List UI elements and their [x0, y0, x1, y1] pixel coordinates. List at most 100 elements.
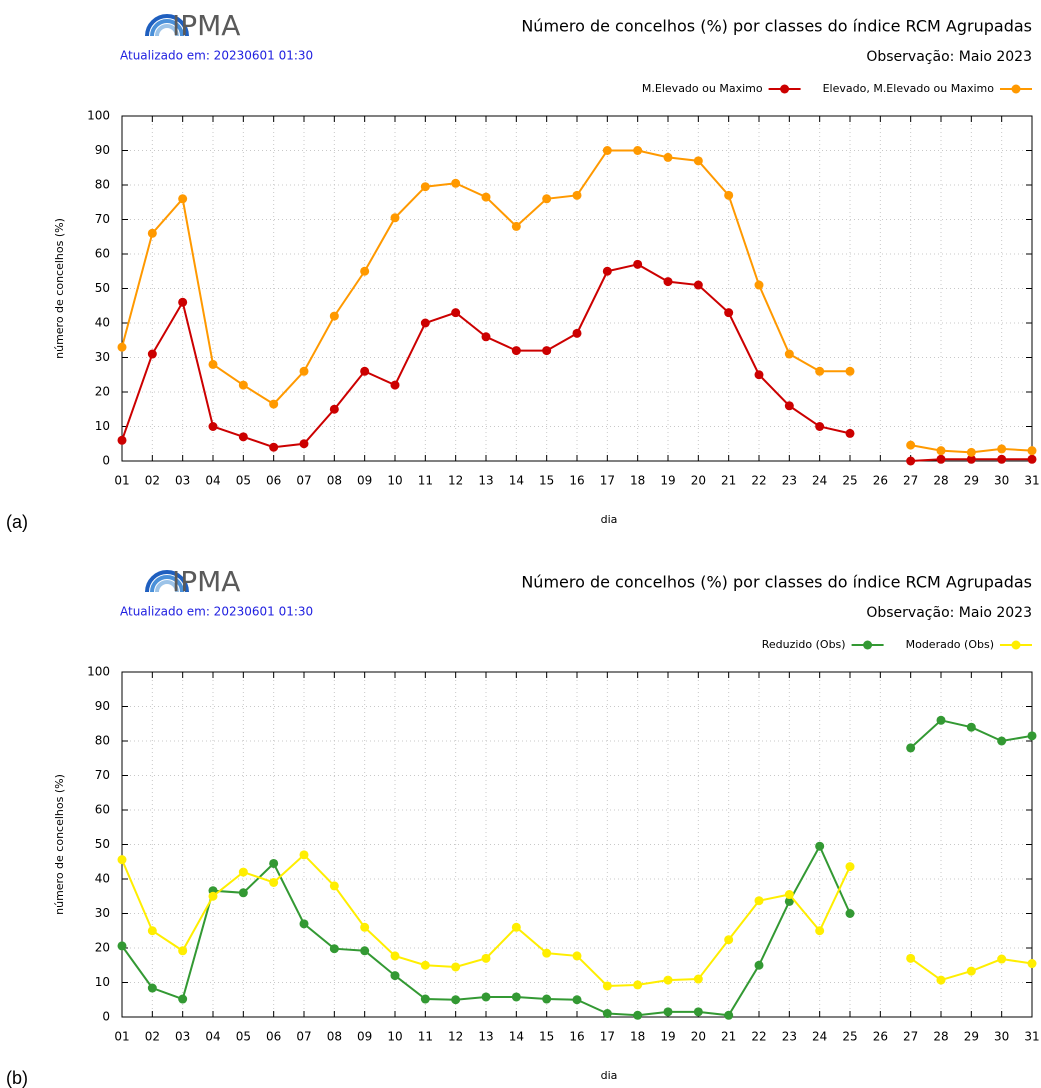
x-tick-label: 18 — [630, 474, 645, 488]
data-point — [269, 399, 279, 409]
data-point — [966, 722, 976, 732]
y-tick-label: 90 — [95, 699, 110, 713]
data-point — [360, 266, 370, 276]
data-point — [997, 454, 1007, 464]
x-tick-label: 19 — [660, 1030, 675, 1044]
y-tick-label: 90 — [95, 143, 110, 157]
data-point — [724, 935, 734, 945]
x-axis-label: dia — [601, 1069, 618, 1082]
x-tick-label: 17 — [600, 474, 615, 488]
x-tick-label: 06 — [266, 1030, 281, 1044]
x-tick-label: 03 — [175, 1030, 190, 1044]
data-point — [602, 266, 612, 276]
data-point — [208, 891, 218, 901]
x-tick-label: 04 — [205, 474, 220, 488]
data-point — [724, 308, 734, 318]
logo-arc — [155, 580, 179, 593]
x-tick-label: 19 — [660, 474, 675, 488]
data-point — [906, 743, 916, 753]
x-tick-label: 30 — [994, 474, 1009, 488]
data-point — [208, 422, 218, 431]
data-point — [238, 867, 248, 877]
chart-subtitle: Observação: Maio 2023 — [866, 605, 1032, 621]
x-tick-label: 15 — [539, 474, 554, 488]
x-tick-label: 28 — [933, 474, 948, 488]
data-point — [602, 146, 612, 155]
x-tick-label: 04 — [205, 1030, 220, 1044]
data-point — [936, 975, 946, 985]
logo-arc — [150, 19, 184, 37]
x-tick-label: 08 — [327, 474, 342, 488]
x-tick-label: 12 — [448, 1030, 463, 1044]
x-tick-label: 01 — [114, 1030, 129, 1044]
x-tick-label: 07 — [296, 474, 311, 488]
data-point — [1027, 731, 1037, 741]
x-tick-label: 12 — [448, 474, 463, 488]
y-tick-label: 20 — [95, 941, 110, 955]
data-point — [299, 366, 309, 376]
data-point — [299, 439, 309, 449]
y-tick-label: 10 — [95, 975, 110, 989]
logo-arc — [145, 570, 189, 593]
data-point — [966, 447, 976, 457]
y-tick-label: 50 — [95, 837, 110, 851]
x-tick-label: 20 — [691, 474, 706, 488]
y-tick-label: 0 — [102, 1010, 110, 1024]
data-point — [269, 442, 279, 452]
data-point — [906, 440, 916, 450]
data-point — [542, 948, 552, 958]
legend-point — [863, 640, 873, 650]
data-point — [633, 1010, 643, 1020]
data-point — [238, 432, 248, 442]
data-point — [997, 444, 1007, 454]
y-tick-label: 60 — [95, 247, 110, 261]
data-point — [511, 221, 521, 231]
x-tick-label: 31 — [1024, 1030, 1039, 1044]
x-tick-label: 09 — [357, 1030, 372, 1044]
y-tick-label: 10 — [95, 419, 110, 433]
x-tick-label: 21 — [721, 474, 736, 488]
x-tick-label: 08 — [327, 1030, 342, 1044]
data-point — [147, 349, 157, 359]
data-point — [178, 297, 188, 307]
data-point — [815, 366, 825, 376]
data-point — [147, 228, 157, 238]
x-tick-label: 22 — [751, 474, 766, 488]
data-point — [936, 454, 946, 464]
data-point — [815, 841, 825, 851]
x-tick-label: 29 — [964, 474, 979, 488]
data-point — [329, 944, 339, 954]
logo-arc — [155, 24, 179, 37]
data-point — [906, 456, 916, 466]
legend-point — [1011, 640, 1021, 650]
data-point — [420, 318, 430, 328]
data-point — [724, 1010, 734, 1020]
data-point — [754, 280, 764, 290]
data-point — [663, 277, 673, 287]
data-point — [784, 401, 794, 411]
data-point — [633, 146, 643, 155]
y-tick-label: 20 — [95, 385, 110, 399]
data-point — [481, 992, 491, 1002]
data-point — [390, 213, 400, 223]
data-point — [784, 896, 794, 906]
y-tick-label: 30 — [95, 906, 110, 920]
data-point — [663, 1007, 673, 1017]
data-point — [754, 960, 764, 970]
x-tick-label: 03 — [175, 474, 190, 488]
x-tick-label: 07 — [296, 1030, 311, 1044]
data-point — [511, 922, 521, 932]
data-point — [390, 380, 400, 390]
data-point — [329, 881, 339, 891]
legend-label: Reduzido (Obs) — [762, 638, 846, 651]
legend-label: M.Elevado ou Maximo — [642, 82, 763, 95]
y-tick-label: 80 — [95, 734, 110, 748]
logo-text: IPMA — [172, 565, 240, 598]
x-tick-label: 13 — [478, 1030, 493, 1044]
data-point — [724, 190, 734, 200]
x-tick-label: 21 — [721, 1030, 736, 1044]
y-tick-label: 80 — [95, 178, 110, 192]
x-tick-label: 31 — [1024, 474, 1039, 488]
x-tick-label: 26 — [873, 474, 888, 488]
data-point — [663, 975, 673, 985]
